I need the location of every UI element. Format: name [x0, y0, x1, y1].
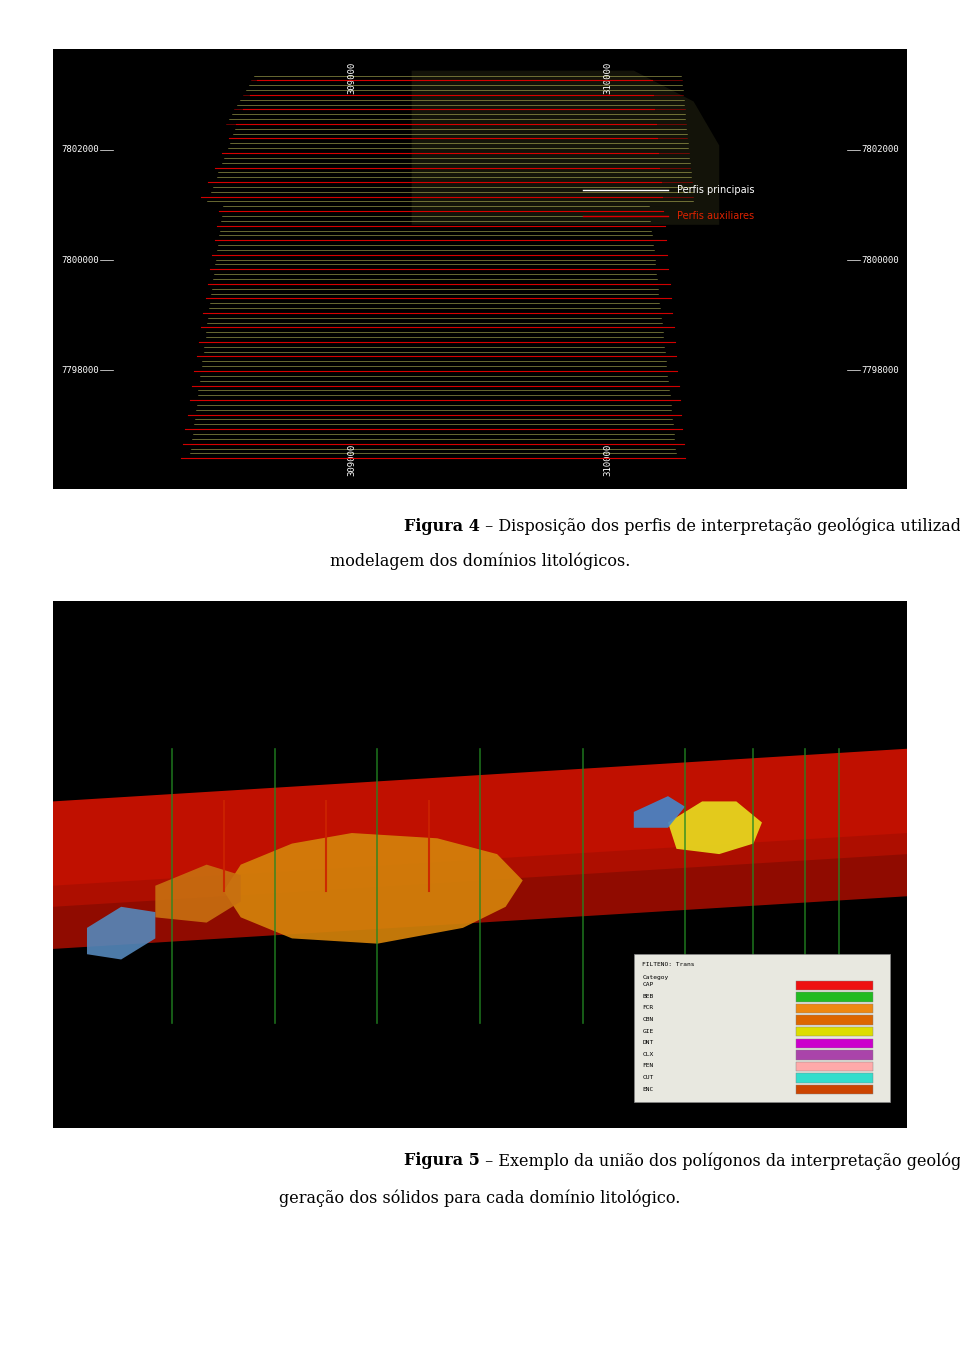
Text: CBN: CBN — [642, 1017, 654, 1023]
Text: – Exemplo da união dos polígonos da interpretação geológica e: – Exemplo da união dos polígonos da inte… — [480, 1152, 960, 1170]
Bar — [796, 1085, 873, 1094]
Text: Após a interpretação geológica realizada para cada perfil, foi feita a união dos: Após a interpretação geológica realizada… — [53, 604, 775, 621]
Text: 310000: 310000 — [604, 62, 612, 95]
Polygon shape — [634, 796, 685, 828]
Text: Perfis auxiliares: Perfis auxiliares — [677, 211, 754, 222]
Text: domínios (Figura 5).: domínios (Figura 5). — [53, 686, 219, 704]
Text: CAP: CAP — [642, 982, 654, 988]
Text: modelagem dos domínios litológicos.: modelagem dos domínios litológicos. — [330, 553, 630, 570]
Text: referentes a um mesmo domínio litológico, gerando assim “sólidos” tridimensionai: referentes a um mesmo domínio litológico… — [53, 646, 792, 663]
Bar — [796, 1073, 873, 1082]
Bar — [796, 1004, 873, 1013]
Polygon shape — [87, 907, 156, 959]
Text: 7802000: 7802000 — [61, 146, 99, 154]
Text: 7800000: 7800000 — [861, 255, 899, 265]
Bar — [634, 954, 890, 1102]
Text: CUT: CUT — [642, 1075, 654, 1079]
Text: Figura 4: Figura 4 — [404, 517, 480, 535]
Text: Perfis principais: Perfis principais — [677, 185, 754, 195]
Text: FCR: FCR — [642, 1005, 654, 1011]
Text: 7802000: 7802000 — [861, 146, 899, 154]
Bar — [796, 981, 873, 990]
Text: BEB: BEB — [642, 994, 654, 998]
Text: FILTENO: Trans: FILTENO: Trans — [642, 962, 695, 967]
Text: 310000: 310000 — [604, 443, 612, 476]
Bar — [796, 1039, 873, 1048]
Text: ENC: ENC — [642, 1086, 654, 1092]
Text: 309000: 309000 — [348, 443, 356, 476]
Text: DNT: DNT — [642, 1040, 654, 1046]
Text: 7798000: 7798000 — [61, 366, 99, 374]
Text: 7798000: 7798000 — [861, 366, 899, 374]
Text: – Disposição dos perfis de interpretação geológica utilizados para a: – Disposição dos perfis de interpretação… — [480, 517, 960, 535]
Bar — [796, 1016, 873, 1025]
Bar — [796, 992, 873, 1001]
Text: GIE: GIE — [642, 1028, 654, 1034]
Text: Figura 5: Figura 5 — [404, 1152, 480, 1170]
Text: 309000: 309000 — [348, 62, 356, 95]
Polygon shape — [53, 834, 907, 948]
Text: Categoy: Categoy — [642, 975, 668, 981]
Polygon shape — [156, 865, 241, 923]
Polygon shape — [668, 801, 762, 854]
Text: FEN: FEN — [642, 1063, 654, 1069]
Polygon shape — [53, 748, 907, 907]
Polygon shape — [224, 834, 522, 943]
Polygon shape — [412, 70, 719, 224]
Bar — [796, 1027, 873, 1036]
Text: 7800000: 7800000 — [61, 255, 99, 265]
Text: geração dos sólidos para cada domínio litológico.: geração dos sólidos para cada domínio li… — [279, 1189, 681, 1206]
Bar — [796, 1050, 873, 1059]
Text: CLX: CLX — [642, 1052, 654, 1056]
Bar — [796, 1062, 873, 1071]
